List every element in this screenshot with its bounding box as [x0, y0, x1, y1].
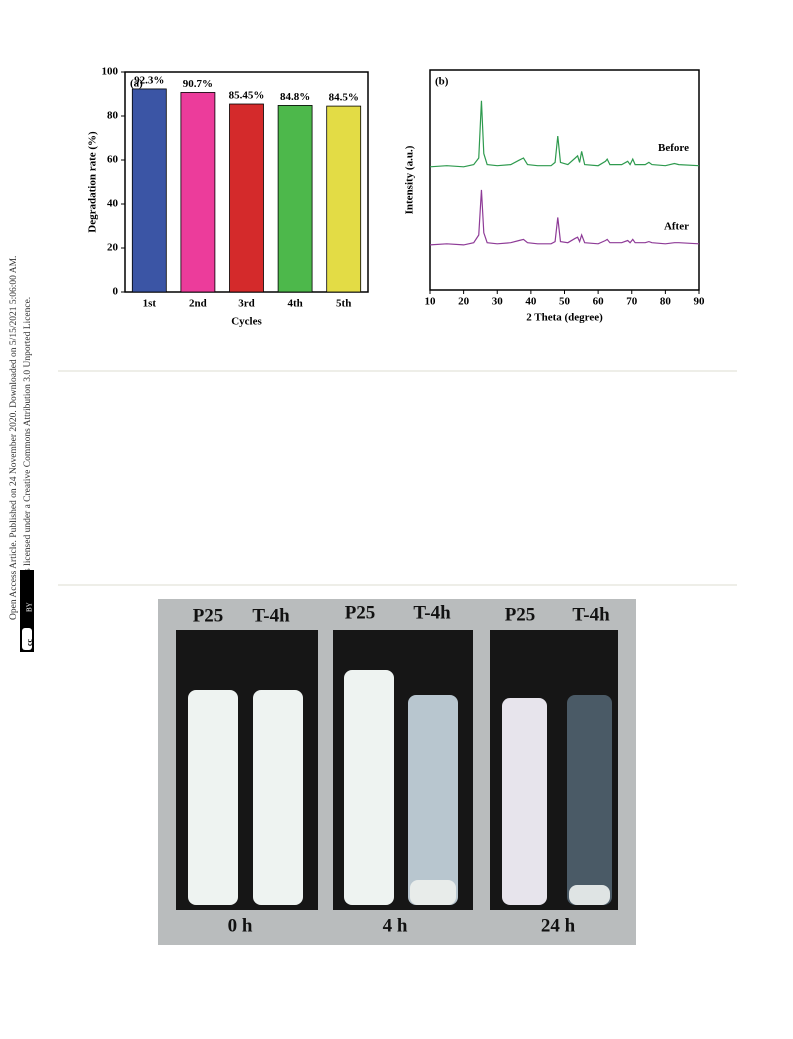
bar	[131, 88, 167, 293]
license-badge: cc BY	[20, 570, 34, 652]
x-tick-label: 90	[694, 296, 706, 308]
value-label: 92.3%	[134, 74, 164, 86]
series-label: After	[664, 220, 689, 232]
bar	[229, 103, 264, 293]
y-axis-label: Degradation rate (%)	[87, 131, 99, 233]
x-tick-label: 3rd	[238, 298, 255, 310]
x-tick-label: 40	[525, 296, 537, 308]
y-tick-label: 100	[102, 66, 119, 78]
bar	[326, 105, 362, 293]
x-tick-label: 80	[660, 296, 672, 308]
x-tick-label: 30	[492, 296, 504, 308]
y-tick-label: 0	[113, 286, 119, 298]
x-tick-label: 20	[458, 296, 470, 308]
x-tick-label: 60	[593, 296, 605, 308]
series-line	[429, 189, 700, 246]
sidebar-line: This article is licensed under a Creativ…	[23, 297, 33, 620]
sample-label: P25	[345, 602, 376, 623]
panel-label: (b)	[435, 76, 449, 88]
sample-label: T-4h	[413, 602, 451, 623]
sidebar-line: Open Access Article. Published on 24 Nov…	[9, 256, 19, 620]
panel-label: (a)	[130, 78, 143, 90]
sample-label: T-4h	[572, 604, 610, 625]
value-label: 84.5%	[329, 92, 359, 104]
time-label: 24 h	[541, 915, 576, 936]
x-tick-label: 2nd	[189, 298, 207, 310]
x-tick-label: 5th	[336, 298, 351, 310]
time-label: 4 h	[383, 915, 408, 936]
y-tick-label: 60	[107, 154, 119, 166]
value-label: 90.7%	[183, 78, 213, 90]
y-tick-label: 20	[107, 242, 119, 254]
series-line	[429, 100, 700, 168]
sample-label: P25	[193, 605, 224, 626]
badge-by: BY	[26, 602, 34, 612]
x-axis-label: Cycles	[231, 316, 262, 328]
x-axis-label: 2 Theta (degree)	[526, 312, 603, 324]
sample-label: T-4h	[252, 605, 290, 626]
sample-label: P25	[505, 604, 536, 625]
y-tick-label: 80	[107, 110, 119, 122]
x-tick-label: 70	[626, 296, 638, 308]
x-tick-label: 10	[425, 296, 437, 308]
value-label: 85.45%	[229, 90, 265, 102]
x-tick-label: 50	[559, 296, 571, 308]
time-label: 0 h	[228, 915, 253, 936]
bar	[180, 92, 216, 293]
y-axis-label: Intensity (a.u.)	[404, 145, 416, 214]
x-tick-label: 1st	[143, 298, 157, 310]
series-label: Before	[658, 142, 689, 154]
photo: P25 T-4h P25 T-4h P25 T-4h 0 h 4 h 24 h	[158, 599, 636, 945]
value-label: 84.8%	[280, 91, 310, 103]
bar	[277, 105, 313, 293]
x-tick-label: 4th	[287, 298, 302, 310]
plot-frame	[429, 69, 700, 291]
y-tick-label: 40	[107, 198, 119, 210]
badge-cc: cc	[25, 638, 34, 646]
